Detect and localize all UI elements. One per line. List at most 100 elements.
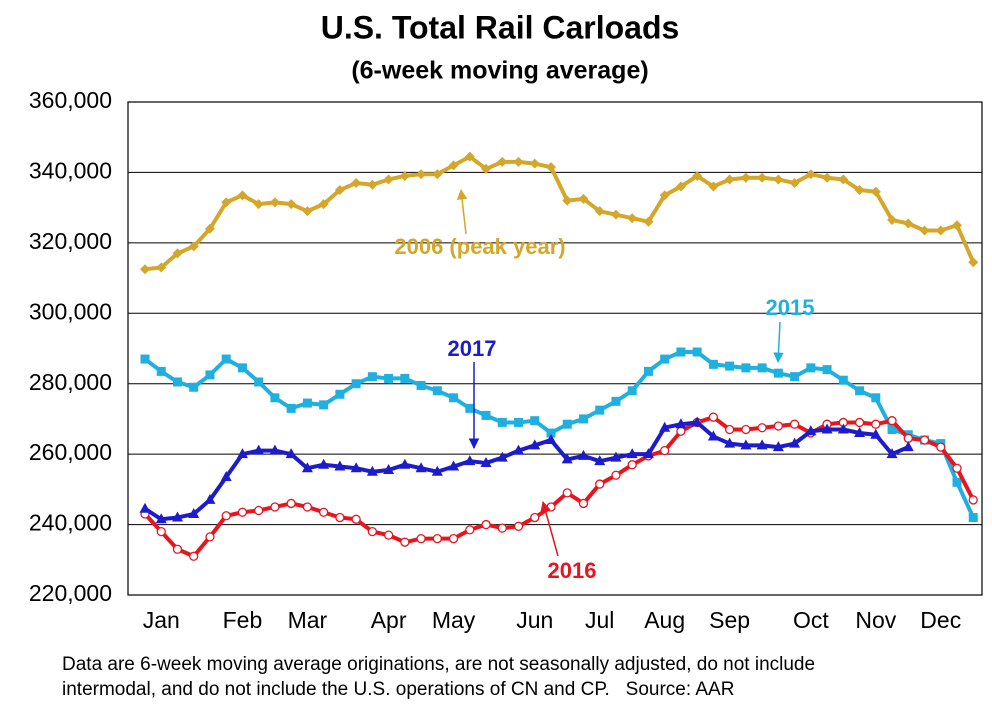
point xyxy=(692,170,703,181)
point xyxy=(611,470,621,480)
point xyxy=(156,526,166,537)
point xyxy=(416,380,426,390)
point xyxy=(546,162,556,173)
point xyxy=(854,185,865,196)
point xyxy=(626,448,638,459)
point xyxy=(383,174,394,185)
point xyxy=(577,449,589,460)
point xyxy=(189,551,199,561)
point xyxy=(610,209,621,220)
plot-frame xyxy=(127,101,983,596)
point xyxy=(530,416,540,426)
point xyxy=(318,458,330,469)
x-tick-label: Feb xyxy=(223,607,263,633)
y-tick-label: 320,000 xyxy=(29,228,112,254)
point xyxy=(822,172,833,183)
point xyxy=(789,437,801,448)
arrow xyxy=(540,500,559,557)
series-label: 2017 xyxy=(448,336,497,361)
point xyxy=(270,502,280,512)
point xyxy=(448,460,460,471)
point xyxy=(302,398,312,408)
point xyxy=(448,160,459,171)
point xyxy=(935,225,946,236)
point xyxy=(854,417,865,428)
point xyxy=(513,521,524,531)
point xyxy=(627,213,638,224)
point xyxy=(707,430,719,441)
x-tick-label: Nov xyxy=(855,607,896,633)
point xyxy=(838,375,848,385)
point xyxy=(139,502,151,513)
point xyxy=(675,418,687,429)
line xyxy=(144,154,976,272)
point xyxy=(627,386,637,396)
y-tick-label: 240,000 xyxy=(29,510,112,536)
series xyxy=(140,347,978,523)
point xyxy=(155,513,167,524)
point xyxy=(481,163,492,174)
point xyxy=(497,523,507,533)
point xyxy=(740,439,752,450)
point xyxy=(431,465,443,476)
series-label: 2016 xyxy=(548,558,597,583)
y-tick-label: 340,000 xyxy=(29,158,112,184)
point xyxy=(659,421,671,432)
y-tick-label: 220,000 xyxy=(29,580,112,606)
point xyxy=(708,181,719,192)
point xyxy=(805,169,816,180)
point xyxy=(676,426,686,436)
point xyxy=(416,534,426,544)
point xyxy=(383,530,394,540)
x-tick-label: Mar xyxy=(288,607,328,633)
point xyxy=(301,462,313,473)
line xyxy=(143,415,976,559)
point xyxy=(887,416,897,426)
point xyxy=(189,382,199,392)
point xyxy=(805,425,817,436)
point xyxy=(562,419,572,429)
plot xyxy=(139,151,979,561)
point xyxy=(367,526,378,537)
x-tick-label: Jan xyxy=(143,607,180,633)
point xyxy=(708,359,718,369)
point xyxy=(400,537,410,547)
point xyxy=(350,462,362,473)
point xyxy=(253,199,264,210)
point xyxy=(497,156,508,167)
point xyxy=(205,370,215,380)
point xyxy=(302,502,313,512)
point xyxy=(772,441,784,452)
point xyxy=(659,190,670,201)
point xyxy=(335,512,345,523)
x-tick-label: Sep xyxy=(709,607,750,633)
point xyxy=(367,179,378,190)
point xyxy=(432,534,442,544)
point xyxy=(610,451,622,462)
point xyxy=(578,193,589,204)
point xyxy=(724,424,735,435)
point xyxy=(838,174,849,185)
point xyxy=(561,453,573,464)
y-tick-label: 300,000 xyxy=(29,298,112,324)
point xyxy=(399,458,411,469)
point xyxy=(351,177,362,188)
point xyxy=(627,460,637,470)
point xyxy=(968,257,979,268)
point xyxy=(595,405,605,415)
point xyxy=(269,197,280,208)
point xyxy=(254,505,264,516)
point xyxy=(285,448,297,459)
point xyxy=(236,448,248,459)
series-label: 2006 (peak year) xyxy=(394,234,565,259)
point xyxy=(968,495,978,505)
point xyxy=(464,455,476,466)
point xyxy=(432,169,443,180)
arrow xyxy=(773,321,784,364)
point xyxy=(383,463,395,474)
point xyxy=(773,421,784,431)
point xyxy=(448,534,459,544)
point xyxy=(286,498,296,509)
point xyxy=(562,488,572,498)
point xyxy=(449,393,459,403)
